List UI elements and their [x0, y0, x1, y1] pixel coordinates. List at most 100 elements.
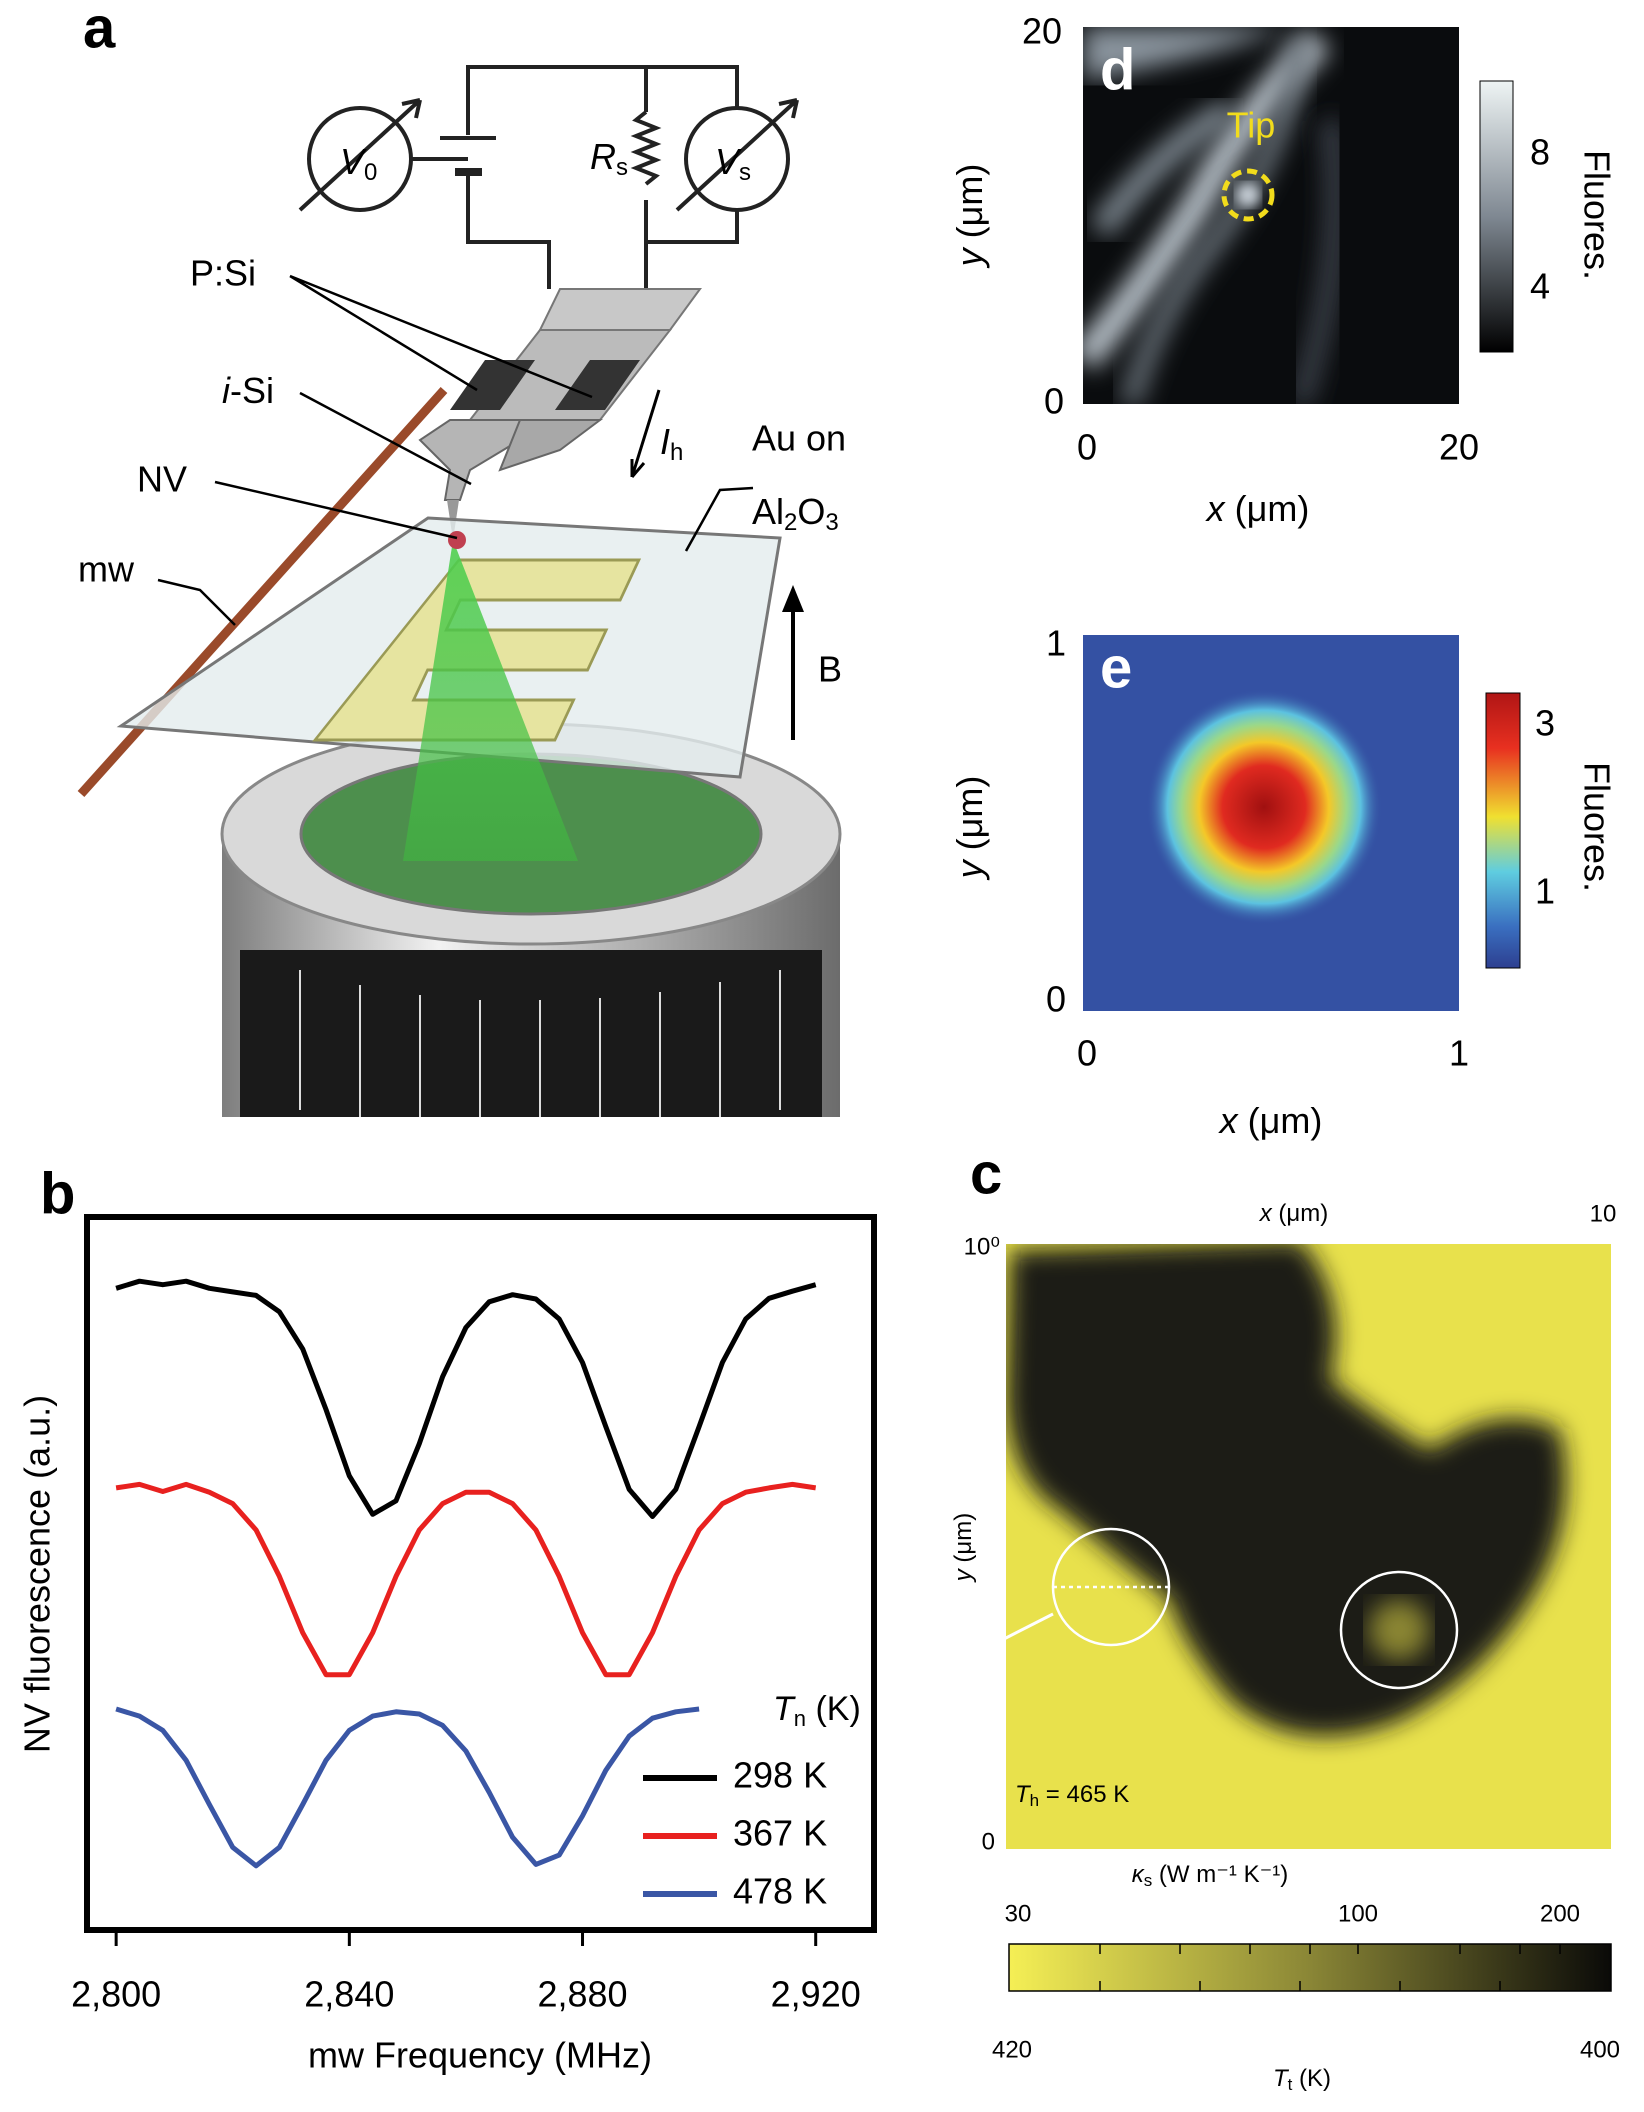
rest: (K): [1292, 2065, 1331, 2092]
tip-label: Tip: [1227, 105, 1276, 146]
legend-title-part: n: [794, 1706, 806, 1731]
x-axis-label: mw Frequency (MHz): [308, 2035, 652, 2076]
x-tick-label: 2,920: [771, 1974, 861, 2015]
y-axis-label: y (μm): [950, 1513, 977, 1583]
chart: 2,800 2,840 2,880 2,920 Tn (K) 298 K 367 K 478 …: [71, 1278, 861, 2015]
x-tick-label: 0: [1077, 1033, 1097, 1074]
pointer: [1001, 1612, 1054, 1642]
rest: = 465 K: [1039, 1781, 1129, 1808]
kappa-label: κs (W m⁻¹ K⁻¹): [1132, 1861, 1288, 1890]
x-tick-label: 2,800: [71, 1974, 161, 2015]
rest: (W m⁻¹ K⁻¹): [1152, 1861, 1288, 1888]
symbol: κ: [1132, 1861, 1146, 1888]
tip-spot: [1236, 183, 1260, 207]
symbol: V: [340, 141, 367, 182]
field-arrowhead: [782, 585, 804, 612]
colorbar-label: Fluores.: [1576, 762, 1617, 892]
region-circle: [1339, 1570, 1459, 1690]
subscript: s: [1144, 1871, 1153, 1890]
unit: (μm): [1235, 488, 1310, 529]
symbol: T: [1015, 1781, 1032, 1808]
colorbar-tick-label: 200: [1540, 1900, 1580, 1927]
legend-title-part: (K): [806, 1690, 861, 1728]
panel-label: a: [83, 0, 116, 60]
colorbar-label: Tt (K): [1273, 2065, 1331, 2094]
nv-label: NV: [137, 459, 187, 500]
variable: y: [949, 858, 990, 881]
image-feature: [1083, 27, 1300, 80]
illustration: [298, 65, 799, 289]
objective-ridge: [299, 970, 781, 1117]
al2o3-label: Al2O3: [752, 491, 839, 537]
symbol: I: [660, 421, 670, 462]
y-tick-label: 0: [1044, 381, 1064, 422]
leader: [214, 480, 458, 540]
part: Al: [752, 491, 784, 532]
legend-title: Tn (K): [773, 1690, 861, 1731]
resistor: [630, 110, 662, 186]
x-axis-label: x (μm): [1205, 488, 1310, 529]
y-axis-label: y (μm): [949, 776, 990, 882]
subscript: 0: [364, 159, 377, 186]
bright-spot: [1369, 1600, 1429, 1660]
x-tick-label: 1: [1449, 1033, 1469, 1074]
mw-label: mw: [78, 549, 135, 590]
rest: -Si: [230, 370, 274, 411]
subscript: t: [1288, 2075, 1293, 2094]
colorbar-tick-label: 420: [992, 2036, 1032, 2063]
legend-label: 298 K: [733, 1755, 827, 1796]
subscript: h: [1030, 1791, 1039, 1810]
circuit-wire: [466, 65, 739, 289]
image-feature: [1083, 29, 1331, 370]
heatmap-image: [1006, 1244, 1611, 1849]
subscript: h: [670, 439, 683, 466]
tip-marker: [1221, 168, 1275, 222]
y-tick-label: 20: [1022, 11, 1062, 52]
x-tick-label: 10: [1590, 1200, 1617, 1227]
psi-label: P:Si: [190, 253, 256, 294]
pad-dark: [555, 360, 640, 410]
x-tick-label: 2,840: [304, 1974, 394, 2015]
colorbar-tick-label: 4: [1530, 266, 1550, 307]
variable: y: [949, 246, 990, 269]
x-axis-label: x (μm): [1218, 1100, 1323, 1141]
leader: [684, 486, 754, 552]
part: O: [797, 491, 825, 532]
subscript: s: [616, 154, 628, 181]
cantilever: [418, 288, 702, 540]
fluorescence-spot: [1146, 689, 1382, 925]
legend-title-part: T: [773, 1690, 796, 1728]
contact-pad: [538, 288, 702, 331]
plot-frame: [84, 1214, 877, 1933]
symbol: T: [1273, 2065, 1290, 2092]
x-axis-label: x (μm): [1259, 1200, 1328, 1227]
v0-label: V0: [340, 141, 377, 187]
symbol: V: [715, 141, 742, 182]
panel-label: d: [1100, 37, 1135, 102]
rs-label: Rs: [590, 136, 628, 182]
image-feature: [1289, 118, 1347, 404]
ih-label: Ih: [660, 421, 683, 467]
leader: [157, 578, 236, 626]
colorbar-tick-label: 1: [1535, 871, 1555, 912]
y-axis-label: NV fluorescence (a.u.): [17, 1395, 58, 1753]
variable: y: [950, 1567, 977, 1583]
y-axis-label: y (μm): [949, 164, 990, 270]
symbol: R: [590, 136, 616, 177]
variable: x: [1259, 1200, 1273, 1227]
au-label: Au on: [752, 418, 846, 459]
data-line: [115, 1278, 817, 1519]
colorbar-tick-label: 8: [1530, 132, 1550, 173]
objective-band: [240, 950, 822, 1117]
unit: (μm): [1248, 1100, 1323, 1141]
unit: (μm): [1278, 1200, 1328, 1227]
pad-dark: [450, 360, 535, 410]
legend-label: 367 K: [733, 1813, 827, 1854]
unit: (μm): [949, 164, 990, 239]
unit: (μm): [950, 1513, 977, 1563]
colorbar-label: Fluores.: [1576, 150, 1617, 280]
legend-label: 478 K: [733, 1871, 827, 1912]
panel-label: e: [1100, 635, 1132, 700]
colorbar-tick-label: 3: [1535, 703, 1555, 744]
